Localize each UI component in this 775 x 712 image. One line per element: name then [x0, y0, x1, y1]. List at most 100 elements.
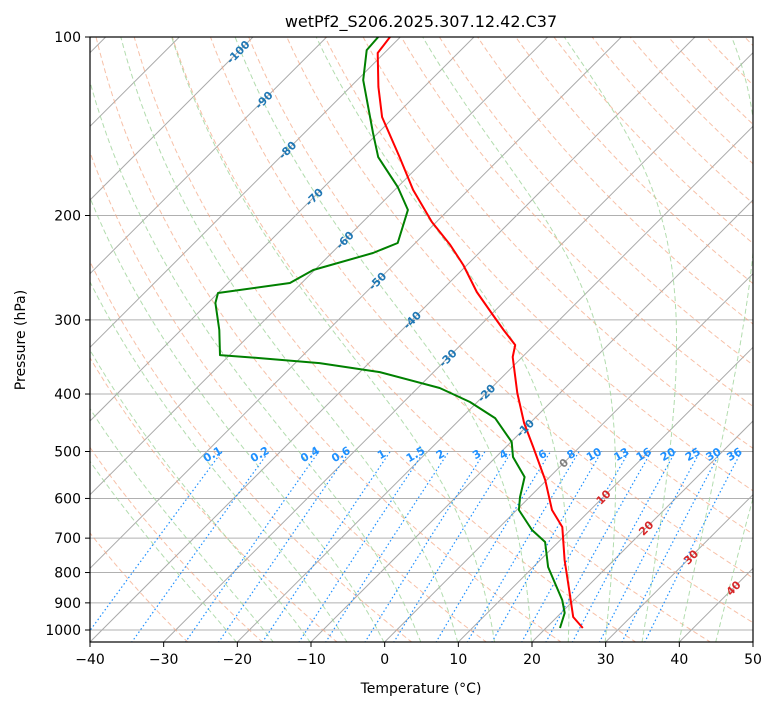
isotherm-line	[90, 37, 622, 570]
mixing-ratio-label: 36	[724, 445, 744, 464]
mixing-ratio-label: 30	[704, 445, 724, 464]
isotherm-line	[162, 51, 753, 642]
moist-adiabat-line	[563, 37, 677, 642]
isotherm-label: -80	[276, 138, 299, 161]
mixing-ratio-label: 1	[375, 447, 388, 462]
mixing-ratio-label: 0.1	[201, 444, 224, 465]
y-tick-label: 900	[54, 596, 81, 612]
dry-adiabat-line	[90, 260, 413, 642]
isotherm-line	[90, 37, 328, 275]
mixing-ratio-label: 0.2	[248, 444, 271, 465]
dry-adiabat-line	[438, 37, 753, 366]
mixing-ratio-line	[598, 451, 701, 642]
mixing-ratio-line	[364, 451, 486, 642]
y-axis-label: Pressure (hPa)	[13, 290, 29, 390]
mixing-ratio-label: 0.4	[298, 444, 322, 465]
mixing-ratio-line	[621, 451, 722, 642]
isotherm-line	[90, 37, 549, 496]
dry-adiabat-line	[286, 37, 753, 535]
dry-adiabat-line	[705, 37, 753, 86]
y-tick-label: 200	[54, 209, 81, 225]
dry-adiabat-line	[133, 37, 637, 642]
mixing-ratio-line	[644, 451, 742, 642]
isotherm-line	[90, 37, 254, 201]
y-tick-label: 800	[54, 566, 81, 582]
chart-title: wetPf2_S206.2025.307.12.42.C37	[285, 12, 557, 32]
moist-adiabat-line	[715, 496, 753, 642]
mixing-ratio-label: 4	[497, 447, 510, 462]
plot-frame	[89, 36, 754, 643]
mixing-ratio-line	[184, 451, 320, 642]
mixing-ratio-line	[131, 451, 270, 642]
mixing-ratio-label: 1.5	[404, 444, 427, 465]
line-labels: 0.1 0.2 0.4 0.6 1 1.5 2 3 4 6 8 10 13 16 20 25 30 36-100-…	[201, 38, 744, 599]
mixing-ratio-line	[90, 451, 223, 632]
x-tick-label: −10	[296, 652, 326, 668]
moist-adiabat-line	[171, 37, 495, 642]
y-tick-label: 700	[54, 531, 81, 547]
x-tick-label: 50	[744, 652, 762, 668]
x-tick-label: 10	[449, 652, 467, 668]
mixing-ratio-line	[298, 451, 425, 642]
mixing-ratio-label: 0.6	[329, 444, 353, 465]
isotherm-line	[90, 37, 401, 349]
moist-adiabat-line	[90, 460, 237, 642]
mixing-ratio-label: 3	[470, 447, 483, 462]
isotherm-line	[383, 272, 753, 642]
mixing-ratio-label: 16	[634, 445, 654, 464]
x-axis-label: Temperature (°C)	[360, 681, 482, 697]
dry-adiabat-line	[770, 24, 775, 643]
mixing-ratio-line	[545, 451, 652, 642]
mixing-ratio-line	[325, 451, 450, 642]
profiles	[214, 37, 584, 629]
moist-adiabat-line	[678, 37, 753, 642]
y-tick-label: 300	[54, 313, 81, 329]
y-tick-label: 400	[54, 387, 81, 403]
isotherm-line	[457, 346, 753, 642]
x-tick-label: 0	[380, 652, 389, 668]
isotherm-label: -100	[224, 38, 253, 67]
moist-adiabat-line	[90, 407, 274, 642]
moist-adiabat-line	[90, 348, 311, 642]
dry-adiabat-line	[171, 37, 712, 642]
isotherm-line	[531, 420, 753, 642]
dry-adiabat-line	[591, 37, 753, 205]
mixing-ratio-line	[435, 451, 552, 642]
background-lines	[90, 24, 775, 643]
dewpoint-profile-line	[214, 37, 566, 629]
dry-adiabat-line	[477, 37, 753, 325]
y-tick-label: 100	[54, 30, 81, 46]
x-tick-label: −40	[75, 652, 105, 668]
x-tick-label: 20	[523, 652, 541, 668]
x-tick-label: −20	[223, 652, 253, 668]
y-tick-label: 500	[54, 444, 81, 460]
dry-adiabat-line	[90, 446, 264, 642]
axes: −40 −30 −20 −10 0 10 20 30 40 50 100 200 300 400 500 60…	[45, 30, 762, 668]
moist-adiabat-line	[120, 37, 459, 642]
moist-adiabat-line	[90, 196, 385, 642]
dry-adiabat-line	[515, 37, 753, 285]
mixing-ratio-line	[261, 451, 391, 642]
mixing-ratio-label: 20	[658, 445, 678, 464]
y-tick-label: 1000	[45, 623, 81, 639]
isotherm-line	[752, 641, 753, 642]
moist-adiabat-line	[90, 280, 348, 642]
isotherm-line	[90, 37, 696, 642]
mixing-ratio-label: 2	[434, 447, 447, 462]
isotherm-line	[90, 37, 475, 422]
moist-adiabat-line	[234, 37, 532, 642]
x-tick-label: −30	[149, 652, 179, 668]
temperature-profile-line	[376, 37, 584, 629]
moist-adiabat-line	[422, 37, 617, 642]
x-tick-label: 40	[670, 652, 688, 668]
y-tick-label: 600	[54, 491, 81, 507]
isotherm-line	[236, 125, 753, 642]
dry-adiabat-line	[248, 37, 753, 579]
mixing-ratio-line	[393, 451, 513, 642]
dry-adiabat-line	[400, 37, 753, 408]
mixing-ratio-line	[571, 451, 677, 642]
mixing-ratio-label: 25	[683, 445, 703, 464]
mixing-ratio-label: 10	[584, 445, 604, 464]
isotherm-line	[604, 493, 753, 642]
